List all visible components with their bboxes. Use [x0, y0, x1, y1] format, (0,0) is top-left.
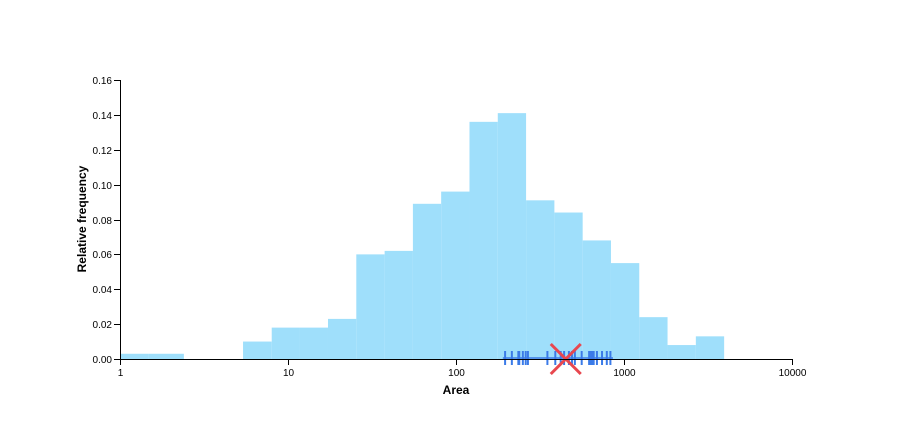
histogram-bar: [639, 317, 668, 359]
histogram-bar: [582, 240, 611, 359]
y-tick-label: 0.14: [93, 111, 113, 122]
x-tick-label: 1: [118, 368, 124, 379]
y-axis: 0.00 0.02 0.04 0.06 0.08 0.10 0.12 0.14 0.16: [93, 76, 121, 366]
x-tick-label: 10000: [779, 368, 807, 379]
y-tick-label: 0.06: [93, 250, 113, 261]
x-axis: 1 10 100 1000 10000: [118, 359, 807, 379]
histogram-bar: [327, 318, 357, 359]
histogram-bar: [610, 263, 640, 359]
histogram-bar: [412, 203, 442, 359]
y-tick-label: 0.08: [93, 216, 113, 227]
x-tick-label: 10: [283, 368, 295, 379]
y-tick-label: 0.10: [93, 181, 113, 192]
histogram-bar: [695, 336, 725, 359]
histogram-bars: [120, 113, 725, 359]
histogram-bar: [469, 121, 498, 359]
y-tick-label: 0.16: [93, 76, 113, 87]
histogram-bar: [667, 345, 696, 359]
x-tick-label: 1000: [613, 368, 636, 379]
histogram-bar: [271, 327, 300, 359]
histogram-bar: [526, 200, 555, 359]
y-tick-label: 0.00: [93, 355, 113, 366]
histogram-bar: [497, 113, 527, 359]
y-tick-label: 0.12: [93, 146, 113, 157]
x-axis-title: Area: [443, 383, 470, 397]
histogram-bar: [356, 254, 385, 359]
histogram-bar: [148, 353, 184, 359]
y-tick-label: 0.02: [93, 320, 113, 331]
x-tick-label: 100: [448, 368, 465, 379]
histogram-bar: [554, 212, 583, 359]
histogram-bar: [384, 250, 413, 359]
y-axis-title: Relative frequency: [75, 165, 89, 272]
histogram-bar: [120, 353, 149, 359]
y-tick-label: 0.04: [93, 285, 113, 296]
histogram-bar: [243, 341, 272, 359]
histogram-bar: [441, 191, 470, 359]
histogram-bar: [299, 327, 328, 359]
